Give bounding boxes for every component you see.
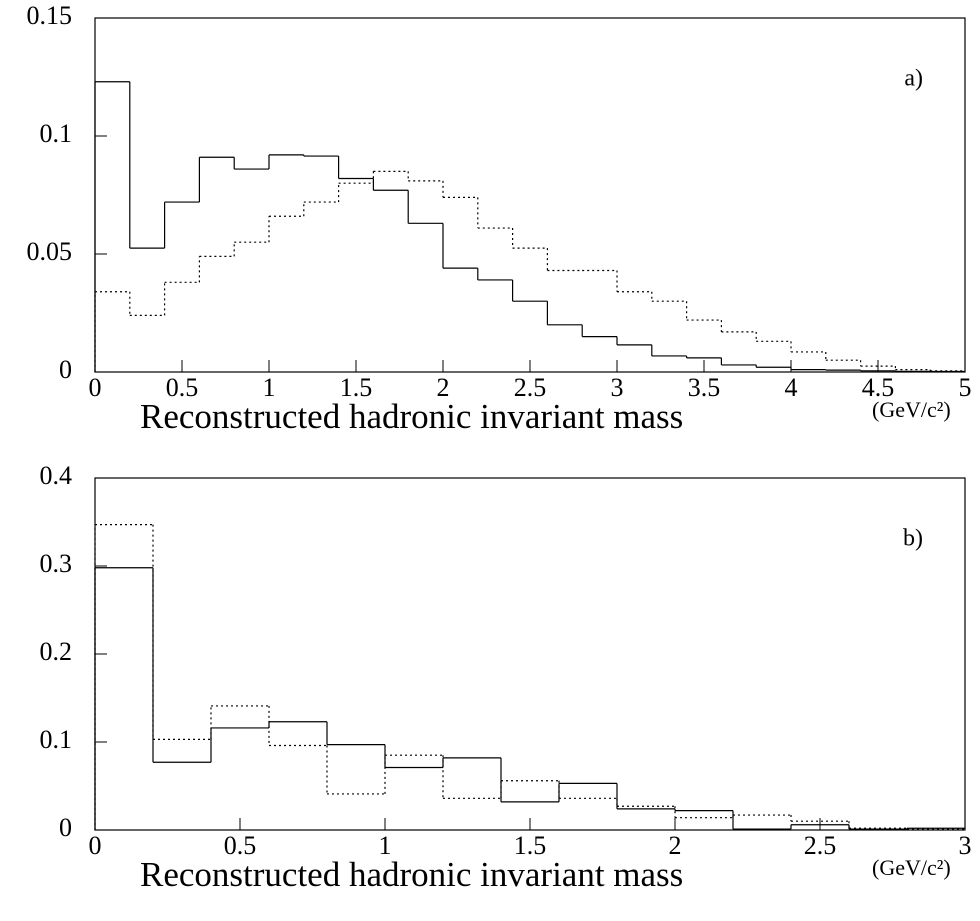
y-tick-label: 0.15 [27,1,73,30]
y-tick-label: 0 [59,355,72,384]
x-tick-label: 0 [89,373,102,402]
y-tick-label: 0.1 [40,119,73,148]
plot-frame [94,477,966,831]
x-tick-label: 1.5 [340,373,373,402]
x-tick-label: 1.5 [514,831,547,860]
x-tick-label: 1 [263,373,276,402]
y-tick-label: 0 [59,813,72,842]
x-tick-label: 3.5 [688,373,721,402]
x-axis-unit: (GeV/c²) [872,397,951,422]
x-tick-label: 0.5 [224,831,257,860]
x-tick-label: 3 [959,831,972,860]
x-tick-label: 2.5 [514,373,547,402]
y-tick-label: 0.1 [40,725,73,754]
x-tick-label: 3 [611,373,624,402]
x-tick-label: 5 [959,373,972,402]
x-tick-label: 0 [89,831,102,860]
x-tick-label: 1 [379,831,392,860]
x-tick-label: 0.5 [166,373,199,402]
x-tick-label: 2 [669,831,682,860]
x-axis-title: Reconstructed hadronic invariant mass [140,855,683,894]
x-tick-label: 2 [437,373,450,402]
plot-frame [94,17,966,373]
x-tick-label: 4.5 [862,373,895,402]
y-tick-label: 0.4 [40,461,73,490]
y-tick-label: 0.3 [40,549,73,578]
panel-label: b) [903,526,923,552]
x-axis-title: Reconstructed hadronic invariant mass [140,397,683,436]
x-tick-label: 2.5 [804,831,837,860]
y-tick-label: 0.2 [40,637,73,666]
x-tick-label: 4 [785,373,798,402]
y-tick-label: 0.05 [27,237,73,266]
x-axis-unit: (GeV/c²) [872,855,951,880]
panel-label: a) [904,66,923,92]
